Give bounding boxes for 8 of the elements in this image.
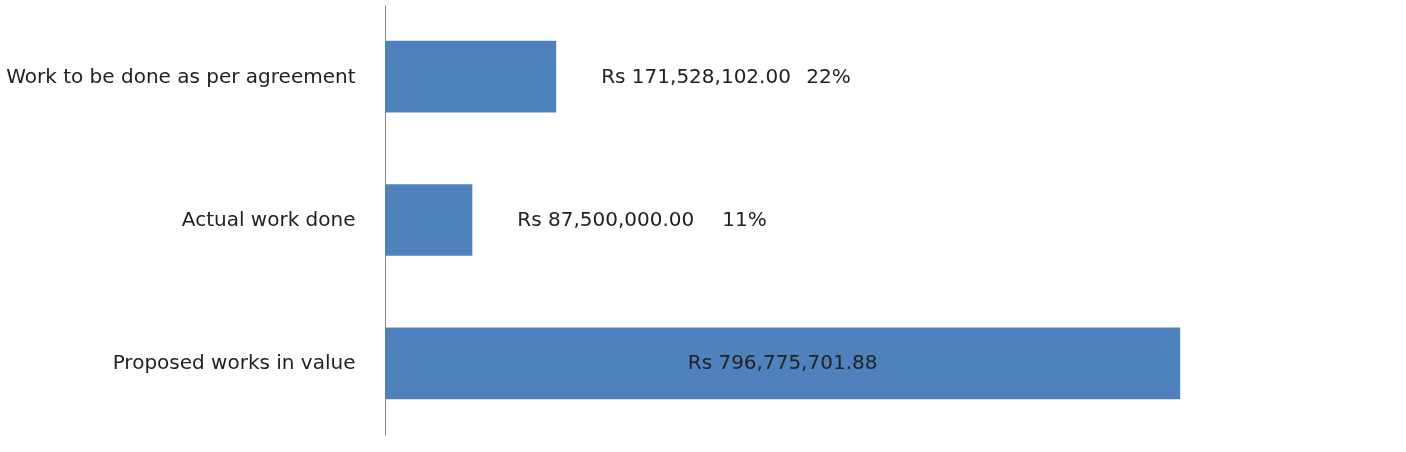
data-label: Rs 796,775,701.88 [687,350,878,375]
y-tick-label: Actual work done [181,207,356,231]
y-tick-label: Proposed works in value [112,350,356,375]
annotation: 22% [806,63,851,88]
data-label: Rs 171,528,102.00 [601,63,791,88]
data-label: Rs 87,500,000.00 [517,207,695,231]
y-tick-label: Work to be done as per agreement [6,63,356,88]
annotation: 11% [722,207,767,231]
